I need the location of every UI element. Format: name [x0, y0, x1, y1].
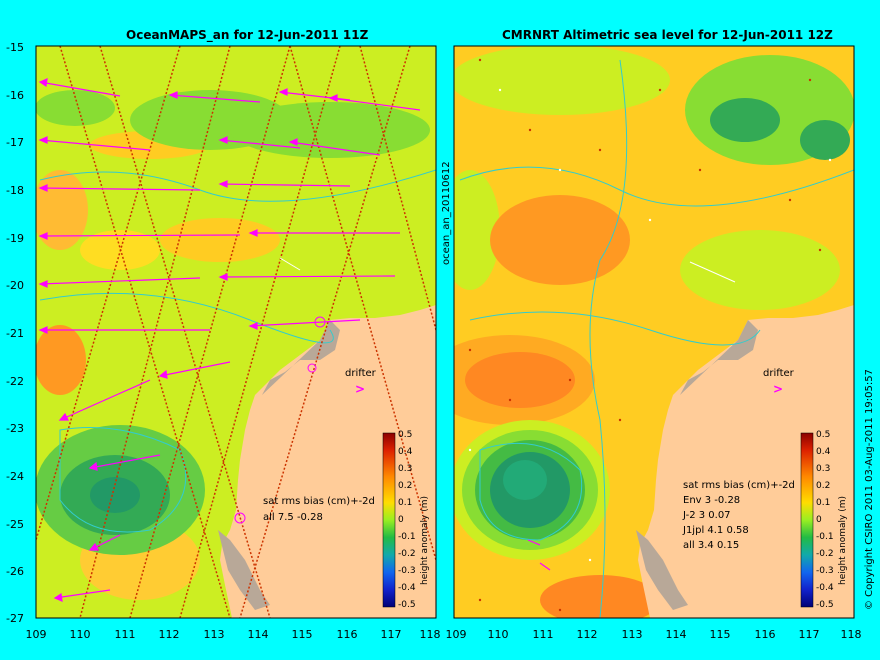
x-tick: 118	[841, 628, 862, 641]
right-x-axis: 109 110 111 112 113 114 115 116 117 118	[446, 628, 862, 641]
left-cbar-tick: 0	[398, 515, 404, 525]
x-tick: 116	[337, 628, 358, 641]
y-tick: -27	[6, 612, 24, 625]
x-tick: 111	[115, 628, 136, 641]
x-tick: 112	[577, 628, 598, 641]
left-cbar-tick: -0.5	[398, 600, 416, 610]
left-cbar-tick: -0.4	[398, 583, 416, 593]
right-stats-line-3: J-2 3 0.07	[682, 510, 731, 521]
y-tick: -19	[6, 232, 24, 245]
x-tick: 113	[622, 628, 643, 641]
right-drifter-arrow-icon: >	[773, 382, 783, 396]
x-tick: 117	[799, 628, 820, 641]
copyright-label: © Copyright CSIRO 2011 03-Aug-2011 19:05…	[864, 369, 875, 610]
right-cbar-tick: -0.2	[816, 549, 834, 559]
x-tick: 114	[248, 628, 269, 641]
right-map-frame	[453, 45, 855, 619]
left-cbar-tick: 0.5	[398, 430, 412, 440]
right-cbar-tick: 0.2	[816, 481, 830, 491]
right-cbar-tick: 0.3	[816, 464, 830, 474]
y-tick: -18	[6, 184, 24, 197]
left-map-frame	[35, 45, 437, 619]
right-stats-line-5: all 3.4 0.15	[683, 540, 739, 551]
x-tick: 116	[755, 628, 776, 641]
x-tick: 115	[710, 628, 731, 641]
y-tick: -22	[6, 375, 24, 388]
right-cbar-tick: -0.3	[816, 566, 834, 576]
left-stats-line-1: sat rms bias (cm)+-2d	[263, 496, 375, 507]
right-stats-line-4: J1jpl 4.1 0.58	[682, 525, 749, 536]
y-tick: -24	[6, 470, 24, 483]
right-cbar-tick: 0.4	[816, 447, 831, 457]
left-colorbar-label: height anomaly (m)	[420, 496, 430, 585]
left-drifter-arrow-icon: >	[355, 382, 365, 396]
left-cbar-tick: -0.1	[398, 532, 416, 542]
x-tick: 113	[204, 628, 225, 641]
left-cbar-tick: -0.2	[398, 549, 416, 559]
right-cbar-tick: 0.1	[816, 498, 830, 508]
x-tick: 110	[488, 628, 509, 641]
right-stats-line-2: Env 3 -0.28	[683, 495, 740, 506]
right-cbar-tick: 0.5	[816, 430, 830, 440]
x-tick: 118	[420, 628, 441, 641]
y-tick: -15	[6, 41, 24, 54]
right-cbar-tick: -0.5	[816, 600, 834, 610]
left-x-axis: 109 110 111 112 113 114 115 116 117 118	[26, 628, 441, 641]
left-cbar-tick: -0.3	[398, 566, 416, 576]
y-tick: -26	[6, 565, 24, 578]
x-tick: 114	[666, 628, 687, 641]
right-colorbar: 0.5 0.4 0.3 0.2 0.1 0 -0.1 -0.2 -0.3 -0.…	[800, 430, 848, 610]
right-map-title: CMRNRT Altimetric sea level for 12-Jun-2…	[502, 28, 833, 42]
left-cbar-tick: 0.1	[398, 498, 412, 508]
x-tick: 109	[446, 628, 467, 641]
left-stats-line-2: all 7.5 -0.28	[263, 512, 323, 523]
y-tick: -23	[6, 422, 24, 435]
left-map-title: OceanMAPS_an for 12-Jun-2011 11Z	[126, 28, 369, 42]
x-tick: 112	[159, 628, 180, 641]
x-tick: 111	[533, 628, 554, 641]
x-tick: 109	[26, 628, 47, 641]
y-tick: -16	[6, 89, 24, 102]
right-cbar-tick: 0	[816, 515, 822, 525]
left-cbar-tick: 0.4	[398, 447, 413, 457]
run-id-label: ocean_an_20110612	[441, 161, 452, 265]
left-colorbar: 0.5 0.4 0.3 0.2 0.1 0 -0.1 -0.2 -0.3 -0.…	[382, 430, 430, 610]
left-cbar-tick: 0.2	[398, 481, 412, 491]
left-y-axis: -15 -16 -17 -18 -19 -20 -21 -22 -23 -24 …	[6, 41, 24, 625]
y-tick: -25	[6, 518, 24, 531]
right-stats-line-1: sat rms bias (cm)+-2d	[683, 480, 795, 491]
right-drifter-label: drifter	[763, 368, 795, 379]
x-tick: 110	[70, 628, 91, 641]
left-map-panel	[36, 46, 436, 618]
right-cbar-tick: -0.1	[816, 532, 834, 542]
x-tick: 115	[292, 628, 313, 641]
y-tick: -17	[6, 136, 24, 149]
y-tick: -21	[6, 327, 24, 340]
x-tick: 117	[381, 628, 402, 641]
left-drifter-label: drifter	[345, 368, 377, 379]
right-map-panel	[454, 46, 854, 618]
y-tick: -20	[6, 279, 24, 292]
right-cbar-tick: -0.4	[816, 583, 834, 593]
left-cbar-tick: 0.3	[398, 464, 412, 474]
right-colorbar-label: height anomaly (m)	[838, 496, 848, 585]
